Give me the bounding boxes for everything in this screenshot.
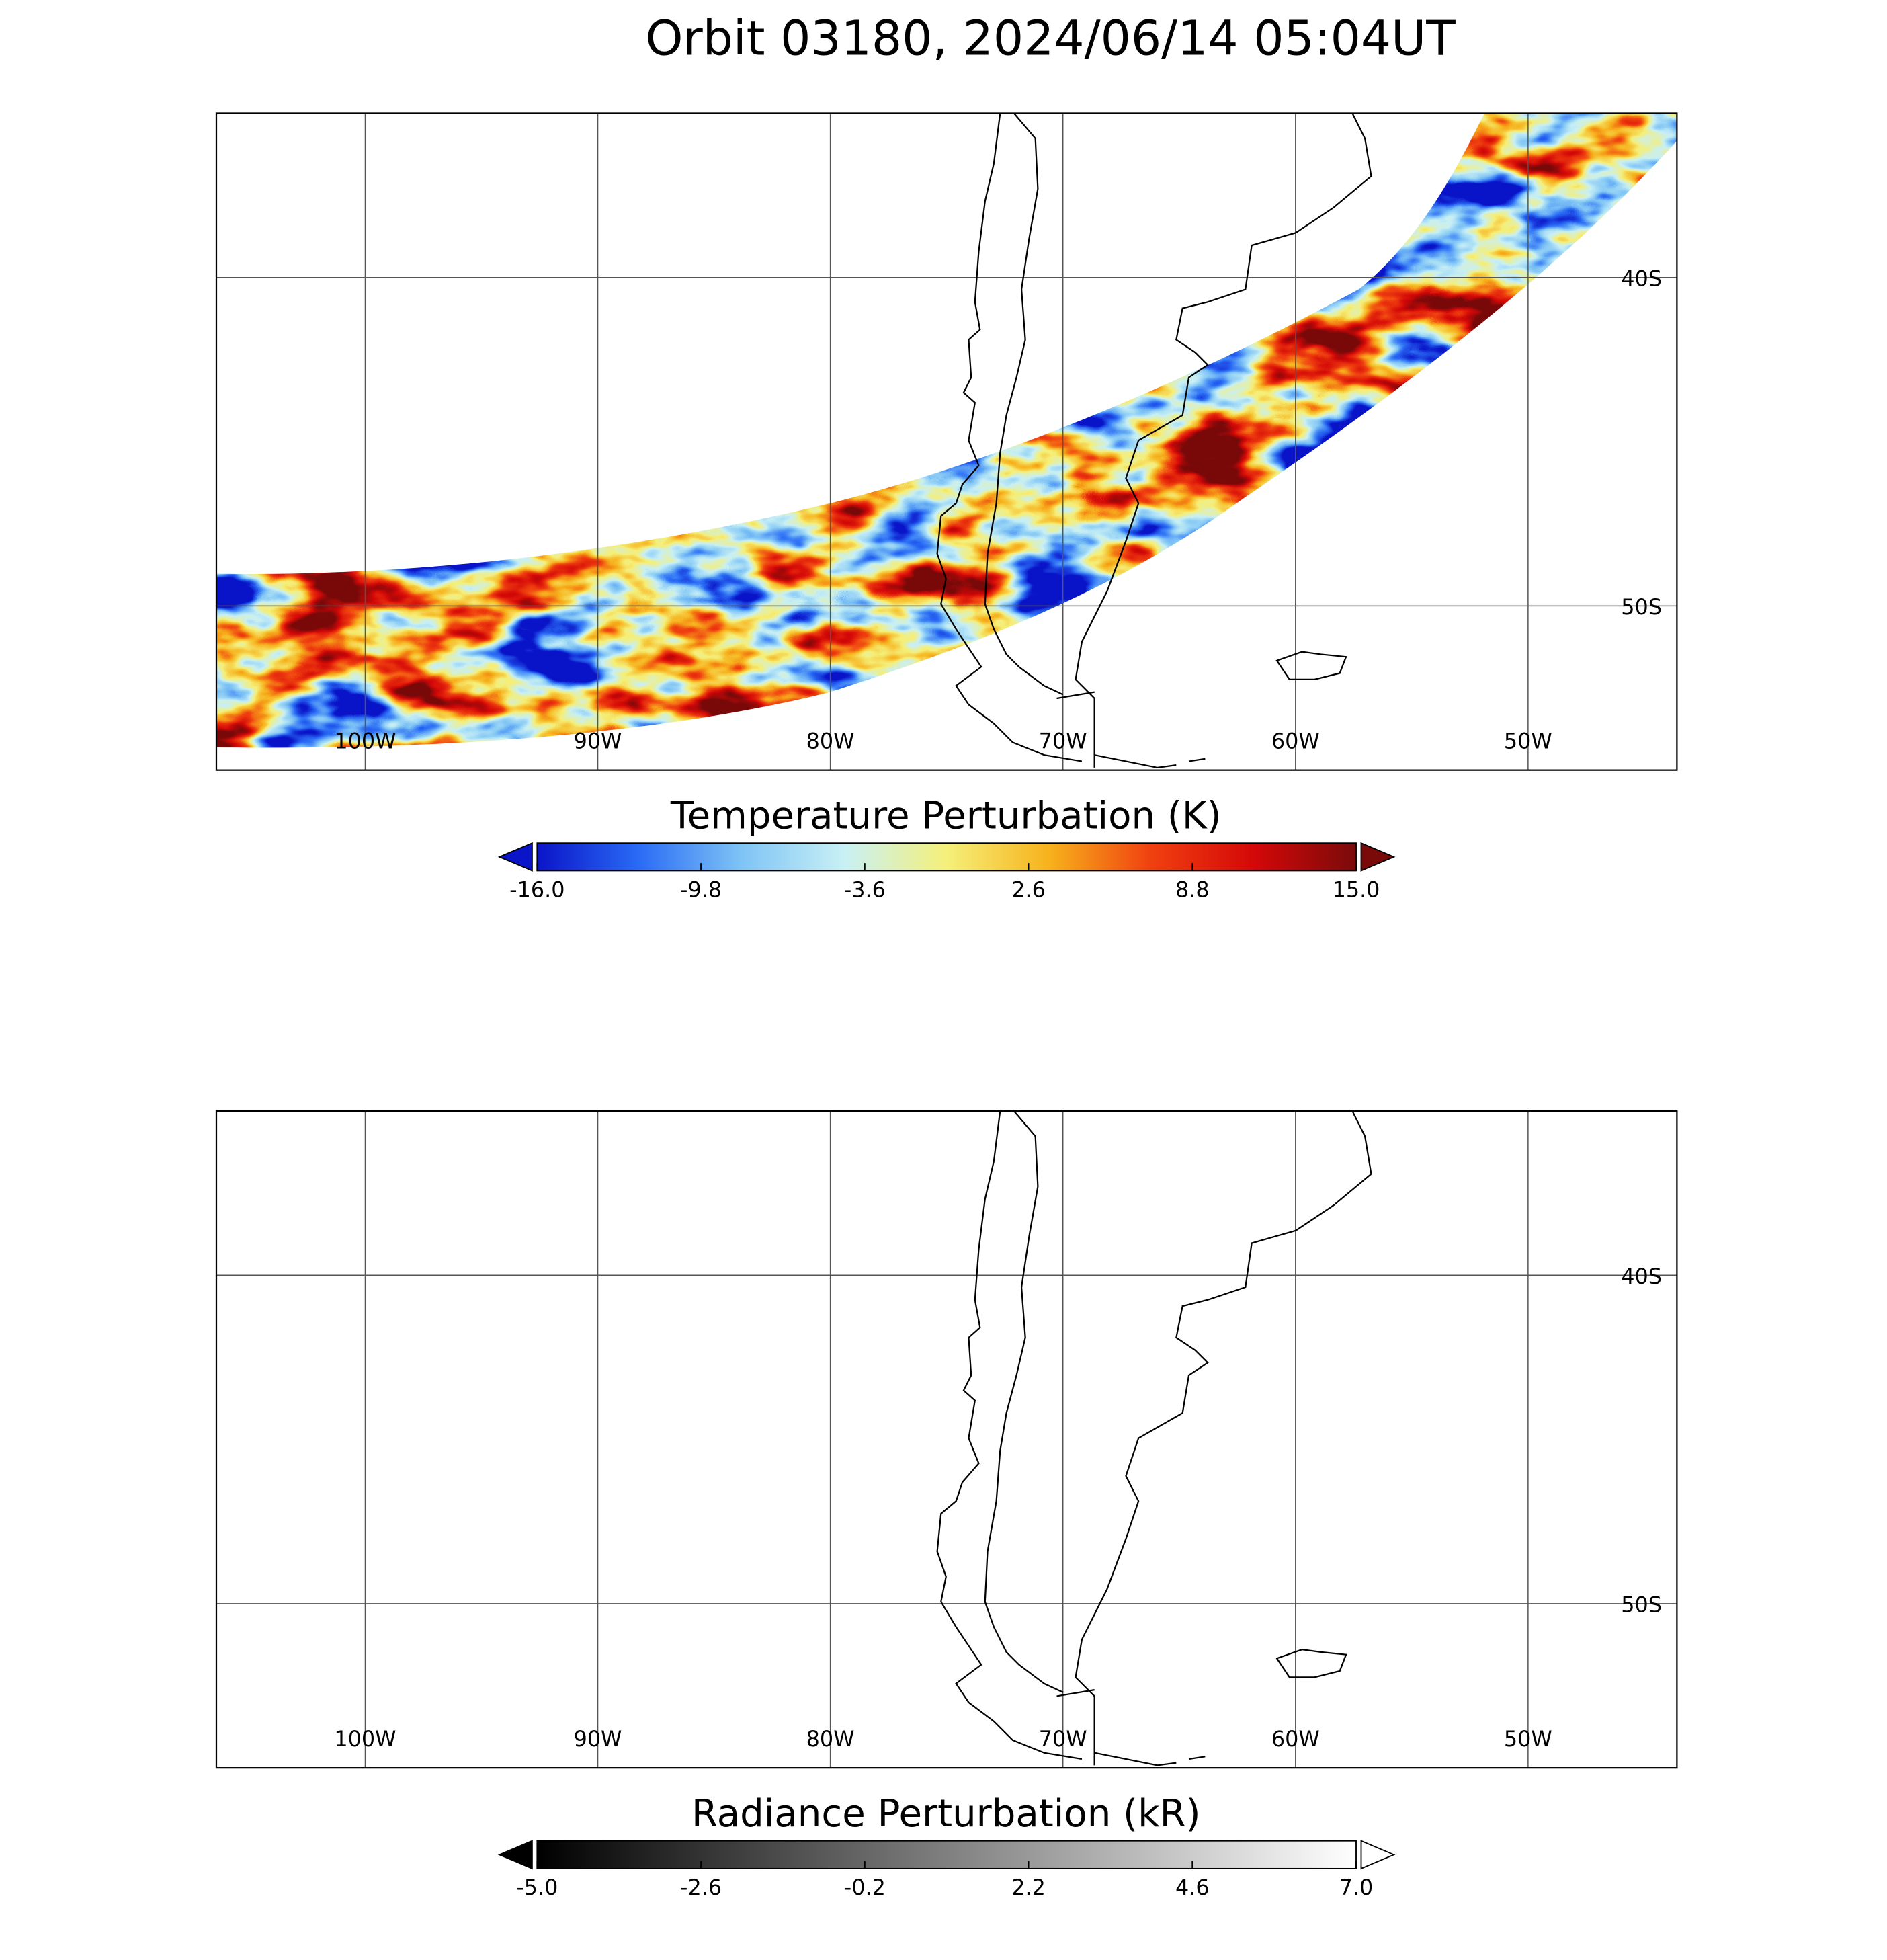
- lon-tick-label: 80W: [806, 728, 855, 753]
- map-frame: [215, 1110, 1678, 1769]
- colorbar-tick-label: 15.0: [1333, 876, 1380, 902]
- colorbar-extend-low: [497, 842, 533, 872]
- colorbar-tick-label: -16.0: [509, 876, 564, 902]
- lon-tick-label: 70W: [1039, 728, 1087, 753]
- colorbar: Temperature Perturbation (K) -16.0 -9.8 -3.…: [497, 794, 1396, 902]
- lon-tick-label: 80W: [806, 1726, 855, 1752]
- figure-title: Orbit 03180, 2024/06/14 05:04UT: [646, 10, 1456, 66]
- colorbar-gradient: [536, 842, 1357, 872]
- colorbar-extend-high: [1360, 1840, 1396, 1870]
- lon-tick-label: 60W: [1271, 1726, 1320, 1752]
- lon-tick-label: 60W: [1271, 728, 1320, 753]
- colorbar-tick-label: 4.6: [1175, 1875, 1210, 1900]
- lat-tick-label: 40S: [1621, 266, 1662, 292]
- colorbar-tick-label: 2.6: [1011, 876, 1046, 902]
- colorbar-tick-label: -3.6: [844, 876, 886, 902]
- lon-tick-label: 90W: [574, 728, 622, 753]
- lon-tick-label: 90W: [574, 1726, 622, 1752]
- colorbar-extend-high: [1360, 842, 1396, 872]
- lon-tick-label: 100W: [334, 1726, 396, 1752]
- colorbar-tick-label: -0.2: [844, 1875, 886, 1900]
- lon-tick-label: 70W: [1039, 1726, 1087, 1752]
- lat-tick-label: 50S: [1621, 1592, 1662, 1618]
- map-area: [216, 1110, 1677, 1768]
- lon-tick-label: 50W: [1504, 728, 1552, 753]
- lat-tick-label: 50S: [1621, 594, 1662, 620]
- colorbar-gradient: [536, 1840, 1357, 1869]
- colorbar: Radiance Perturbation (kR) -5.0 -2.6 -0.2 2.…: [497, 1792, 1396, 1900]
- satellite-swath: [216, 113, 1677, 748]
- colorbar-tick-label: -5.0: [516, 1875, 558, 1900]
- lon-tick-label: 50W: [1504, 1726, 1552, 1752]
- colorbar-tick-label: -9.8: [680, 876, 722, 902]
- map-panel: 100W 90W 80W 70W 60W 50W 40S 50S: [215, 112, 1678, 771]
- map-panel: 100W 90W 80W 70W 60W 50W 40S 50S: [215, 1110, 1678, 1769]
- satellite-swath: [216, 1110, 1677, 1746]
- colorbar-tick-label: 7.0: [1339, 1875, 1374, 1900]
- colorbar-extend-low: [497, 1840, 533, 1870]
- colorbar-title: Temperature Perturbation (K): [670, 794, 1222, 838]
- colorbar-tick-label: -2.6: [680, 1875, 722, 1900]
- colorbar-tick-label: 2.2: [1011, 1875, 1046, 1900]
- colorbar-tick-label: 8.8: [1175, 876, 1210, 902]
- colorbar-title: Radiance Perturbation (kR): [691, 1792, 1201, 1836]
- map-area: [216, 113, 1677, 770]
- lon-tick-label: 100W: [334, 728, 396, 753]
- lat-tick-label: 40S: [1621, 1264, 1662, 1289]
- map-frame: [215, 112, 1678, 771]
